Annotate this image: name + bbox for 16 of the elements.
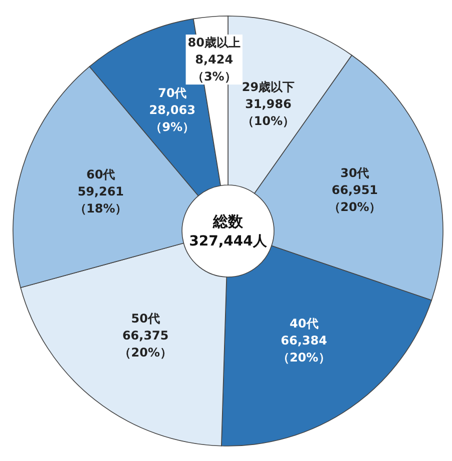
text: 327,444人	[189, 234, 268, 250]
slice-label: 40代	[290, 316, 318, 331]
slice-label: 80歳以上	[188, 36, 240, 50]
text: 総数	[212, 212, 244, 230]
data-label: 66,384 （20%）	[278, 334, 330, 365]
slice-label: 29歳以下	[242, 80, 295, 94]
slice-label: 50代	[131, 312, 160, 326]
slice-label: 70代	[158, 86, 187, 100]
slice-label: 30代	[340, 166, 370, 180]
data-label: 66,375 （20%）	[119, 328, 172, 360]
slice-label: 60代	[86, 167, 116, 182]
data-label: 59,261 （18%）	[74, 184, 128, 216]
data-label: 31,986 （10%）	[242, 96, 295, 128]
data-label: 28,063 （9%）	[149, 102, 196, 134]
data-label: 66,951 （20%）	[328, 182, 382, 214]
data-label: 8,424 （3%）	[192, 52, 236, 84]
